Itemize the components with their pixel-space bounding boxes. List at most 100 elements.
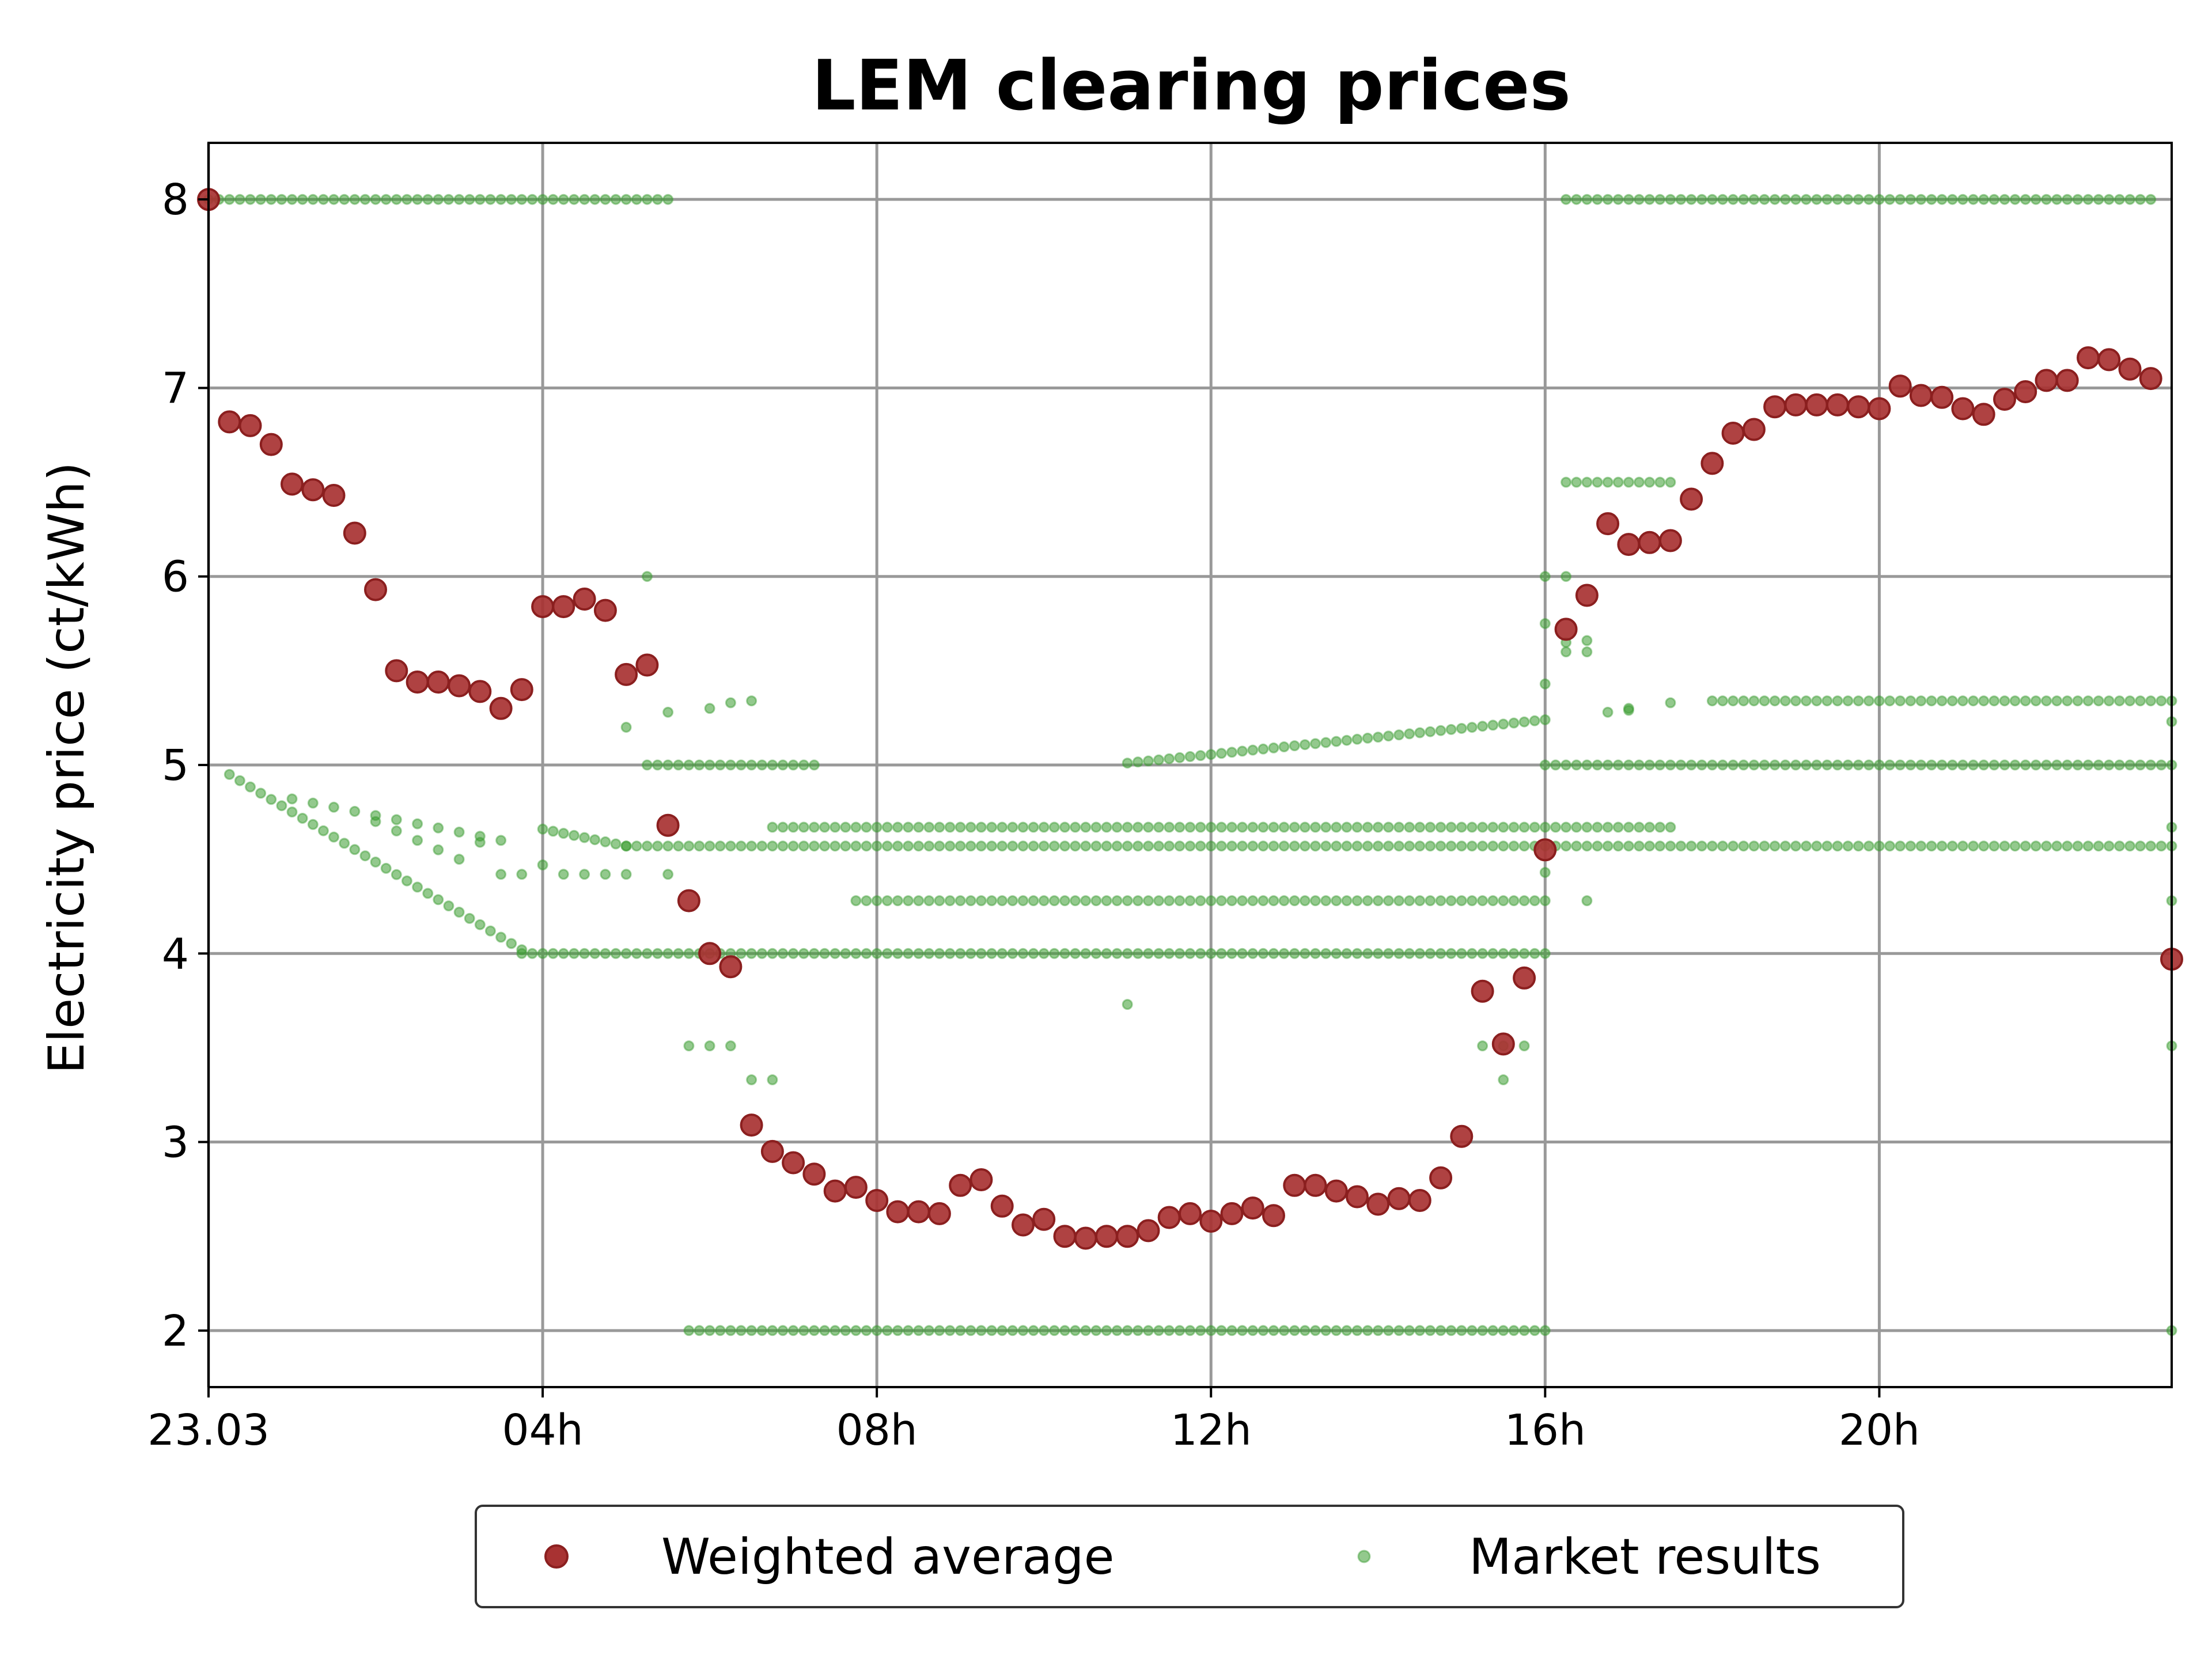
market-result-point — [1499, 896, 1508, 906]
weighted-average-point — [512, 679, 532, 700]
market-result-point — [2104, 760, 2113, 770]
market-result-point — [2052, 195, 2062, 204]
market-result-point — [1770, 195, 1779, 204]
market-result-point — [976, 842, 986, 851]
market-result-point — [1833, 195, 1842, 204]
market-result-point — [715, 760, 725, 770]
market-result-point — [1603, 195, 1612, 204]
market-result-point — [517, 870, 527, 879]
market-result-point — [1206, 949, 1215, 958]
market-result-point — [465, 195, 474, 204]
market-result-point — [1457, 724, 1466, 733]
market-result-point — [1666, 823, 1675, 832]
market-result-point — [1071, 1326, 1080, 1335]
market-result-point — [1562, 195, 1571, 204]
market-result-point — [1206, 1326, 1215, 1335]
market-result-point — [1520, 1326, 1529, 1335]
market-result-point — [935, 949, 944, 958]
market-result-point — [1279, 896, 1289, 906]
weighted-average-point — [1827, 395, 1848, 415]
market-result-point — [1760, 760, 1769, 770]
market-result-point — [1144, 1326, 1153, 1335]
market-result-point — [737, 1326, 746, 1335]
market-result-point — [1206, 842, 1215, 851]
market-result-point — [1718, 195, 1728, 204]
market-result-point — [1436, 949, 1445, 958]
market-result-point — [1008, 842, 1017, 851]
market-result-point — [1415, 1326, 1425, 1335]
market-result-point — [246, 195, 255, 204]
market-result-point — [1582, 636, 1592, 645]
market-result-point — [1415, 949, 1425, 958]
market-result-point — [1509, 949, 1518, 958]
market-result-point — [1436, 823, 1445, 832]
market-result-point — [809, 1326, 819, 1335]
market-result-point — [1426, 1326, 1435, 1335]
weighted-average-point — [1263, 1205, 1284, 1226]
market-result-point — [1791, 195, 1800, 204]
market-result-point — [684, 842, 694, 851]
market-result-point — [1457, 823, 1466, 832]
legend-market-label: Market results — [1469, 1528, 1821, 1586]
market-result-point — [1969, 696, 1978, 706]
market-result-point — [1687, 842, 1696, 851]
market-result-point — [1279, 823, 1289, 832]
market-result-point — [2073, 195, 2082, 204]
market-result-point — [298, 814, 307, 823]
market-result-point — [1854, 842, 1863, 851]
market-result-point — [831, 949, 840, 958]
market-result-point — [1906, 195, 1915, 204]
market-result-point — [1562, 842, 1571, 851]
market-result-point — [235, 776, 244, 785]
y-axis-label: Electricity price (ct/kWh) — [38, 462, 96, 1074]
market-result-point — [904, 896, 913, 906]
market-result-point — [935, 1326, 944, 1335]
market-result-point — [715, 842, 725, 851]
market-result-point — [1196, 949, 1205, 958]
market-result-point — [2031, 760, 2040, 770]
weighted-average-point — [261, 434, 282, 455]
market-result-point — [1373, 842, 1382, 851]
market-result-point — [935, 896, 944, 906]
market-result-point — [1969, 842, 1978, 851]
market-result-point — [1405, 842, 1414, 851]
market-result-point — [705, 1041, 714, 1051]
market-result-point — [851, 842, 861, 851]
market-result-point — [1948, 760, 1957, 770]
market-result-point — [1613, 760, 1623, 770]
market-result-point — [528, 949, 537, 958]
market-result-point — [277, 195, 286, 204]
market-result-point — [1478, 823, 1487, 832]
market-result-point — [1311, 842, 1320, 851]
market-result-point — [1154, 1326, 1164, 1335]
market-result-point — [778, 823, 787, 832]
weighted-average-point — [2120, 359, 2141, 380]
market-result-point — [1185, 949, 1195, 958]
market-result-point — [444, 902, 453, 911]
market-result-point — [1624, 842, 1633, 851]
market-result-point — [664, 707, 673, 717]
market-result-point — [1540, 679, 1550, 688]
market-result-point — [1144, 823, 1153, 832]
market-result-point — [1718, 842, 1728, 851]
market-result-point — [2157, 842, 2166, 851]
market-result-point — [1342, 949, 1351, 958]
market-result-point — [976, 1326, 986, 1335]
market-result-point — [1854, 760, 1863, 770]
weighted-average-point — [1180, 1203, 1200, 1224]
market-result-point — [1530, 896, 1539, 906]
market-result-point — [2010, 842, 2020, 851]
weighted-average-point — [679, 891, 699, 911]
market-result-point — [1896, 195, 1905, 204]
market-result-point — [1081, 949, 1090, 958]
market-result-point — [1979, 696, 1988, 706]
market-result-point — [454, 908, 464, 917]
market-result-point — [1843, 696, 1853, 706]
weighted-average-point — [1451, 1126, 1472, 1147]
market-result-point — [695, 842, 704, 851]
weighted-average-point — [1660, 531, 1681, 551]
market-result-point — [1332, 1326, 1341, 1335]
market-result-point — [726, 698, 735, 707]
market-result-point — [1823, 760, 1832, 770]
weighted-average-point — [1806, 395, 1827, 415]
